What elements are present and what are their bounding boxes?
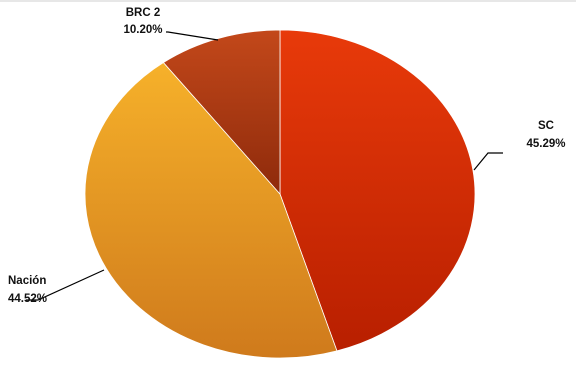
- pie-slice-sc: [279, 29, 476, 352]
- slice-label-brc-2: BRC 2: [126, 7, 161, 19]
- pie-slice-naci-n: [84, 62, 338, 359]
- slice-value-sc: 45.29%: [526, 138, 565, 150]
- slice-value-brc-2: 10.20%: [123, 24, 162, 36]
- slice-value-naci-n: 44.52%: [8, 293, 47, 305]
- slice-label-sc: SC: [538, 120, 554, 132]
- leader-line-sc: [473, 152, 503, 171]
- slice-label-naci-n: Nación: [8, 275, 46, 287]
- leader-line-brc-2: [166, 31, 219, 41]
- leader-line-naci-n: [26, 269, 105, 301]
- pie-slice-brc-2: [162, 29, 281, 196]
